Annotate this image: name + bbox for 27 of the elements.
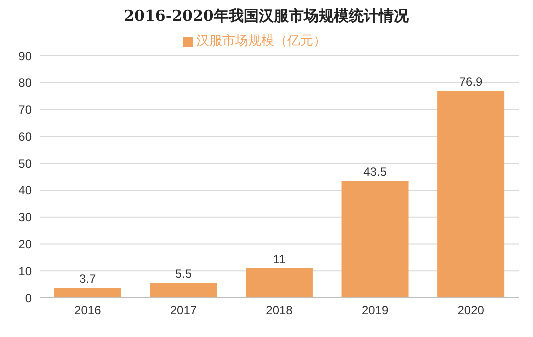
y-tick-label: 60 [18, 130, 32, 144]
bar [438, 91, 505, 298]
data-label: 76.9 [459, 75, 484, 90]
x-tick-label: 2017 [170, 304, 198, 318]
y-tick-label: 80 [18, 76, 32, 90]
y-tick-label: 70 [18, 103, 32, 118]
data-label: 5.5 [175, 267, 192, 282]
bar [342, 181, 409, 298]
chart-title: 2016-2020年我国汉服市场规模统计情况 [123, 6, 410, 27]
legend-label: 汉服市场规模（亿元） [196, 33, 326, 48]
data-label: 3.7 [80, 272, 97, 286]
x-tick-label: 2019 [362, 304, 389, 318]
x-tick-label: 2018 [266, 304, 294, 318]
x-tick-label: 2020 [458, 304, 485, 318]
data-label: 11 [273, 252, 286, 266]
y-tick-label: 90 [18, 49, 32, 64]
bar [246, 268, 313, 298]
y-tick-label: 20 [18, 237, 32, 252]
y-tick-label: 30 [18, 210, 32, 225]
y-tick-label: 50 [18, 156, 32, 171]
bar [54, 288, 122, 298]
bar [150, 283, 218, 298]
y-tick-label: 0 [25, 291, 32, 306]
y-tick-label: 40 [18, 184, 32, 198]
y-tick-label: 10 [18, 264, 32, 278]
x-tick-label: 2016 [74, 304, 102, 318]
data-label: 43.5 [364, 165, 388, 180]
